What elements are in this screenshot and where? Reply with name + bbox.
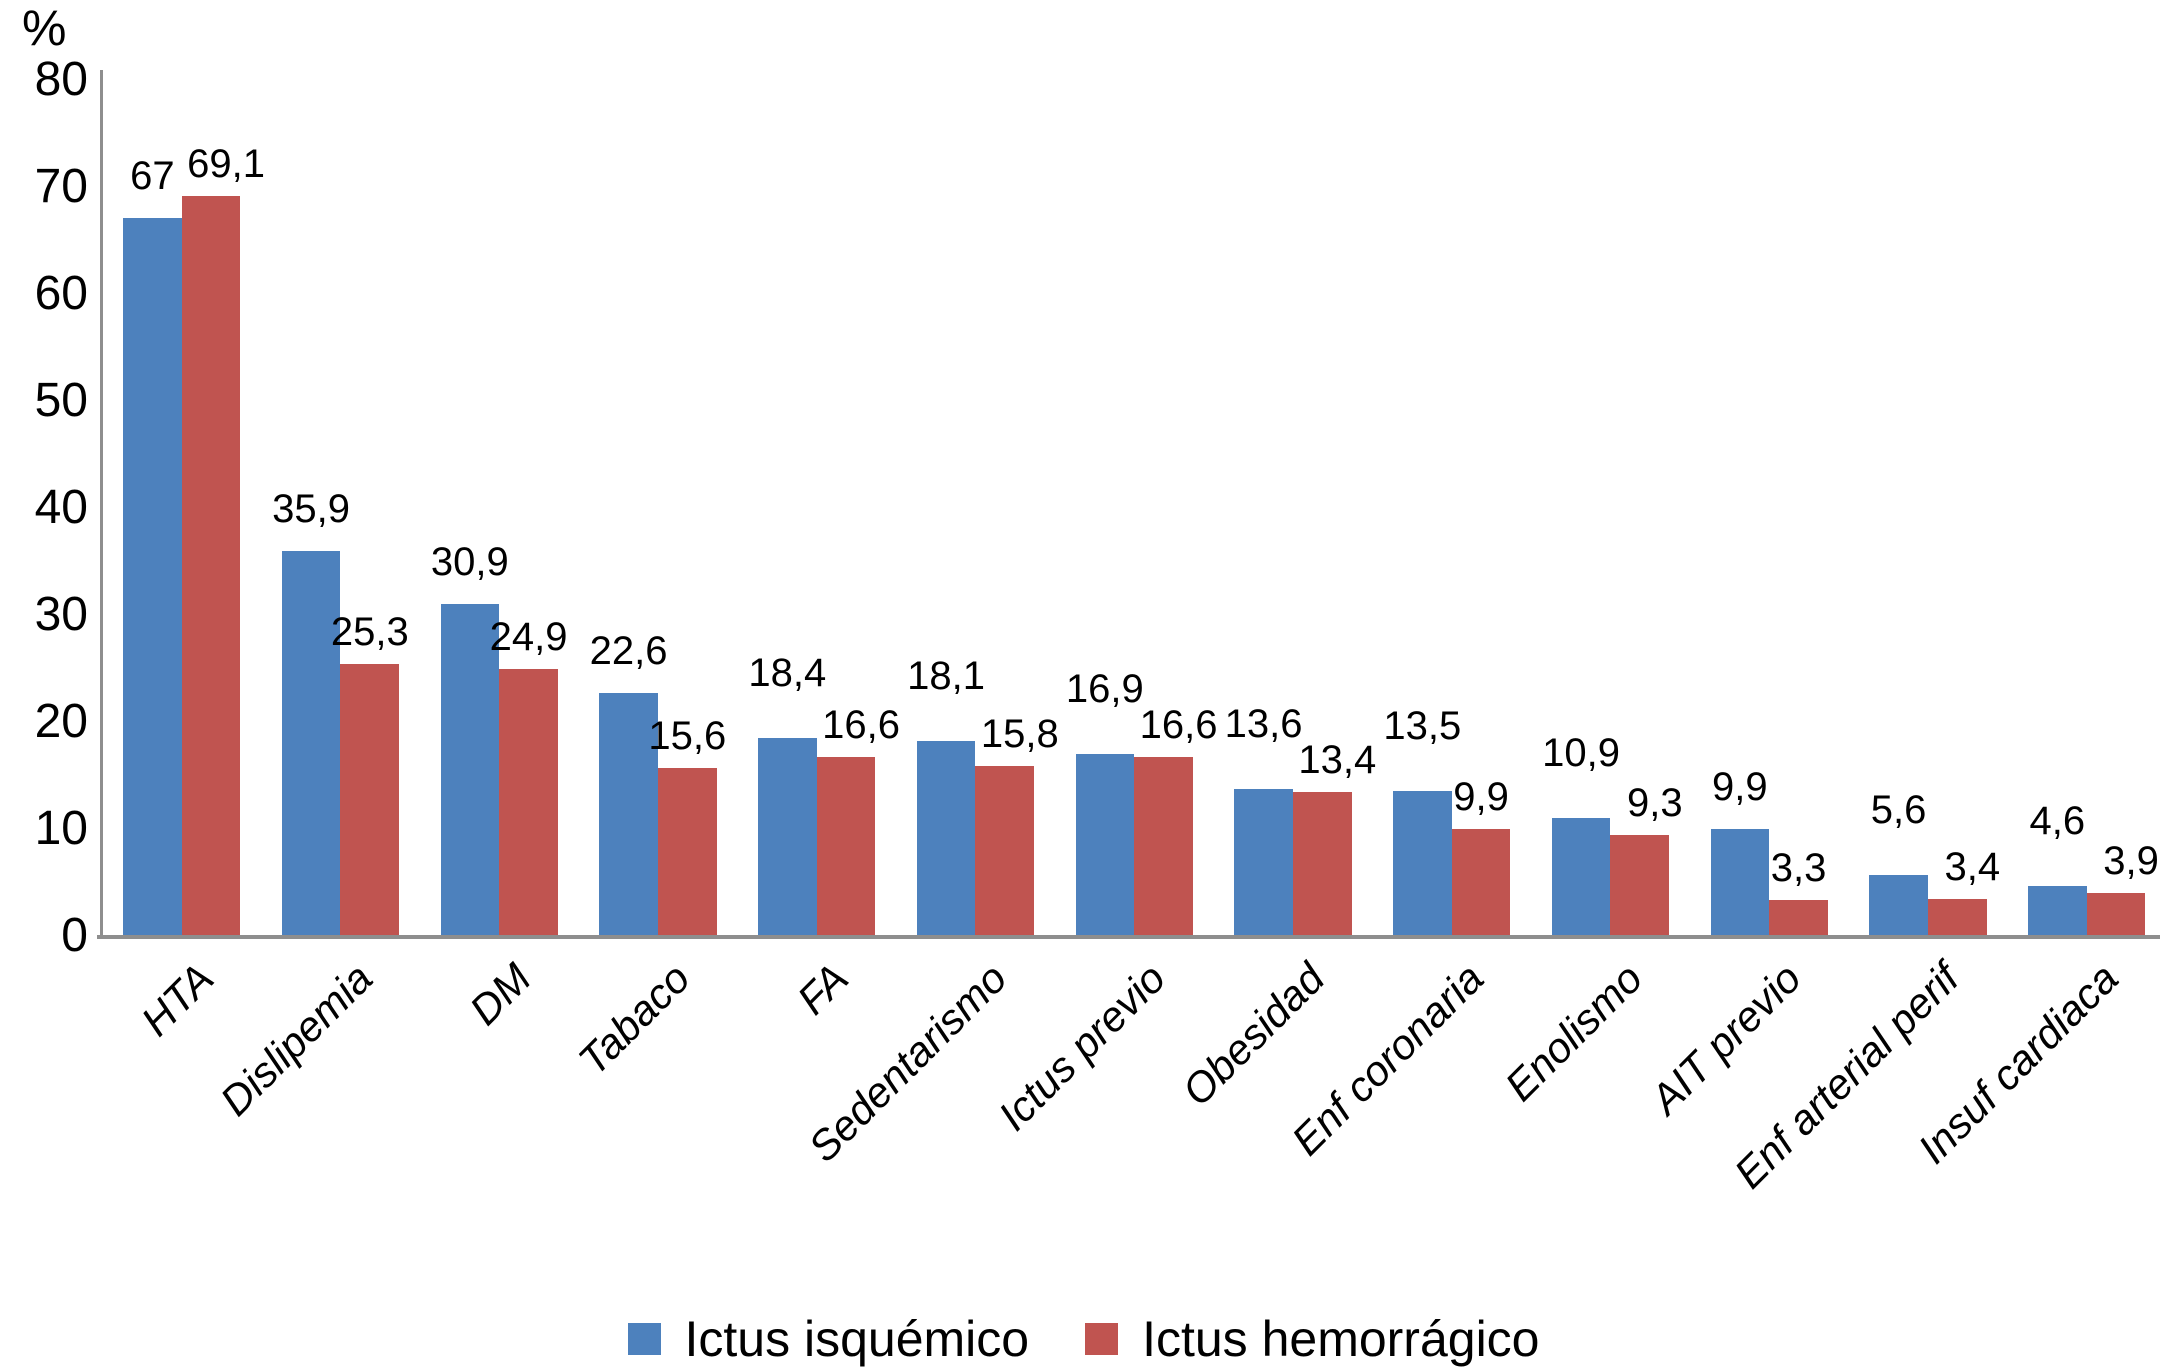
legend-swatch-ictus-isquemico xyxy=(627,1323,661,1355)
bar-ictus-hemorragico-sedentarismo xyxy=(975,765,1035,935)
y-tick-70: 70 xyxy=(34,160,88,213)
x-label-text-tabaco: Tabaco xyxy=(568,954,699,1084)
value-label-ictus-isquemico-sedentarismo: 18,1 xyxy=(907,654,986,699)
value-label-ictus-isquemico-hta: 67 xyxy=(130,154,175,199)
legend-item-ictus-isquemico: Ictus isquémico xyxy=(627,1311,1030,1367)
value-label-ictus-hemorragico-enf-coronaria: 9,9 xyxy=(1453,775,1509,820)
y-tick-20: 20 xyxy=(34,695,88,748)
x-label-text-obesidad: Obesidad xyxy=(1173,954,1334,1115)
bar-ictus-hemorragico-dislipemia xyxy=(340,664,400,935)
bar-ictus-hemorragico-enf-coronaria xyxy=(1451,829,1511,935)
value-label-ictus-isquemico-ait-previo: 9,9 xyxy=(1712,765,1768,810)
value-label-ictus-hemorragico-enf-arterial-perif: 3,4 xyxy=(1944,844,2001,889)
value-label-ictus-hemorragico-ait-previo: 3,3 xyxy=(1770,845,1827,890)
bar-ictus-hemorragico-dm xyxy=(499,668,558,935)
bar-ictus-hemorragico-hta xyxy=(181,195,241,935)
bar-ictus-hemorragico-fa xyxy=(816,757,876,935)
x-axis-line xyxy=(97,935,2160,939)
value-label-ictus-isquemico-obesidad: 13,6 xyxy=(1224,702,1303,747)
bar-ictus-isquemico-dm xyxy=(440,604,500,935)
value-label-ictus-hemorragico-obesidad: 13,4 xyxy=(1298,737,1377,782)
legend-label-ictus-hemorragico: Ictus hemorrágico xyxy=(1142,1311,1540,1367)
bar-ictus-isquemico-fa xyxy=(758,738,817,935)
value-label-ictus-isquemico-ictus-previo: 16,9 xyxy=(1065,667,1144,712)
x-label-text-dm: DM xyxy=(460,954,540,1034)
x-label-text-ait-previo: AIT previo xyxy=(1641,954,1810,1123)
y-tick-60: 60 xyxy=(34,267,88,320)
x-label-text-ictus-previo: Ictus previo xyxy=(989,954,1175,1140)
bar-ictus-hemorragico-ait-previo xyxy=(1769,899,1828,935)
bar-ictus-isquemico-enolismo xyxy=(1551,818,1611,935)
x-label-text-fa: FA xyxy=(788,954,858,1024)
value-label-ictus-hemorragico-tabaco: 15,6 xyxy=(648,714,727,759)
bar-ictus-isquemico-ait-previo xyxy=(1710,829,1770,935)
bar-ictus-isquemico-hta xyxy=(123,218,182,935)
y-tick-80: 80 xyxy=(34,53,88,106)
x-label-text-enolismo: Enolismo xyxy=(1495,954,1651,1110)
bar-ictus-hemorragico-ictus-previo xyxy=(1134,757,1193,935)
y-tick-50: 50 xyxy=(34,374,88,427)
bar-ictus-isquemico-ictus-previo xyxy=(1075,754,1135,935)
value-label-ictus-hemorragico-hta: 69,1 xyxy=(187,141,265,186)
value-label-ictus-isquemico-fa: 18,4 xyxy=(748,651,827,696)
y-axis-line xyxy=(100,70,103,938)
y-tick-30: 30 xyxy=(34,588,88,641)
bar-ictus-isquemico-insuf-cardiaca xyxy=(2028,885,2087,935)
value-label-ictus-hemorragico-sedentarismo: 15,8 xyxy=(980,711,1059,756)
bar-ictus-hemorragico-enolismo xyxy=(1610,835,1670,935)
value-label-ictus-hemorragico-dm: 24,9 xyxy=(489,614,568,659)
legend-label-ictus-isquemico: Ictus isquémico xyxy=(684,1311,1030,1367)
bar-ictus-hemorragico-tabaco xyxy=(657,768,717,935)
y-tick-0: 0 xyxy=(61,909,88,962)
bar-ictus-isquemico-enf-coronaria xyxy=(1393,790,1452,935)
value-label-ictus-hemorragico-fa: 16,6 xyxy=(822,703,900,748)
x-label-text-hta: HTA xyxy=(131,954,223,1045)
value-label-ictus-isquemico-enf-coronaria: 13,5 xyxy=(1383,703,1462,748)
value-label-ictus-isquemico-enolismo: 10,9 xyxy=(1542,731,1621,776)
value-label-ictus-isquemico-insuf-cardiaca: 4,6 xyxy=(2029,798,2086,843)
legend: Ictus isquémico Ictus hemorrágico xyxy=(0,1312,2167,1366)
value-label-ictus-hemorragico-ictus-previo: 16,6 xyxy=(1139,703,1218,748)
y-tick-10: 10 xyxy=(34,802,88,855)
bar-ictus-isquemico-sedentarismo xyxy=(916,741,976,935)
bar-ictus-isquemico-obesidad xyxy=(1234,789,1293,935)
bar-ictus-hemorragico-obesidad xyxy=(1292,791,1352,935)
value-label-ictus-hemorragico-insuf-cardiaca: 3,9 xyxy=(2103,839,2159,884)
y-axis-title: % xyxy=(22,0,67,56)
bar-ictus-hemorragico-insuf-cardiaca xyxy=(2086,893,2146,935)
bar-ictus-hemorragico-enf-arterial-perif xyxy=(1927,898,1987,935)
value-label-ictus-hemorragico-dislipemia: 25,3 xyxy=(330,610,409,655)
value-label-ictus-isquemico-dislipemia: 35,9 xyxy=(272,486,351,531)
bar-ictus-isquemico-dislipemia xyxy=(281,550,341,935)
value-label-ictus-isquemico-dm: 30,9 xyxy=(430,540,509,585)
value-label-ictus-isquemico-enf-arterial-perif: 5,6 xyxy=(1870,788,1927,833)
legend-swatch-ictus-hemorragico xyxy=(1085,1323,1119,1355)
legend-item-ictus-hemorragico: Ictus hemorrágico xyxy=(1085,1312,1539,1366)
value-label-ictus-isquemico-tabaco: 22,6 xyxy=(589,629,668,674)
value-label-ictus-hemorragico-enolismo: 9,3 xyxy=(1626,781,1683,826)
bar-ictus-isquemico-enf-arterial-perif xyxy=(1869,875,1928,935)
bar-ictus-isquemico-tabaco xyxy=(599,693,658,935)
x-label-text-dislipemia: Dislipemia xyxy=(210,954,381,1125)
y-tick-40: 40 xyxy=(34,481,88,534)
